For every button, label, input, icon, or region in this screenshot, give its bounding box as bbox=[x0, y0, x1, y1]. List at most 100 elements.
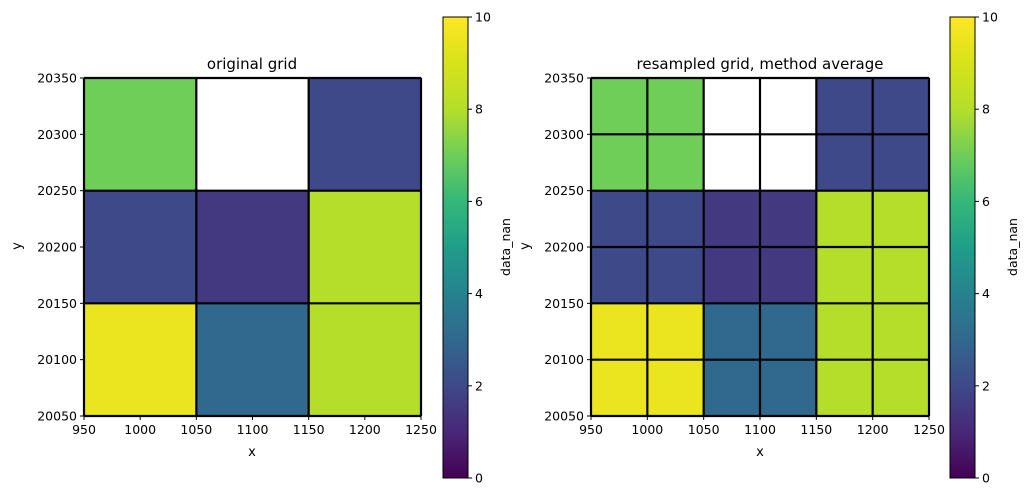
heatmap-cell bbox=[816, 190, 873, 247]
y-axis-label: y bbox=[518, 242, 533, 250]
colorbar-tick-label: 2 bbox=[982, 378, 990, 393]
heatmap-cell bbox=[703, 190, 760, 247]
heatmap-cell bbox=[84, 190, 197, 304]
heatmap-cell bbox=[591, 190, 648, 247]
resampled-grid-panel: resampled grid, method average 950 1000 10… bbox=[518, 10, 1020, 486]
y-axis-ticks: 20050 20100 20150 20200 20250 20300 20350 bbox=[544, 71, 591, 424]
heatmap-cells bbox=[591, 78, 929, 416]
heatmap-cell bbox=[872, 190, 929, 247]
heatmap-cell bbox=[872, 134, 929, 191]
heatmap-cell bbox=[703, 247, 760, 304]
heatmap-cell bbox=[84, 78, 197, 191]
heatmap-cells bbox=[84, 78, 421, 416]
heatmap-cell bbox=[591, 134, 648, 191]
y-tick-label: 20300 bbox=[544, 127, 584, 142]
heatmap-cell bbox=[703, 359, 760, 416]
chart-title: original grid bbox=[207, 55, 297, 73]
heatmap-cell bbox=[308, 78, 421, 191]
heatmap-cell bbox=[647, 134, 704, 191]
colorbar-tick-label: 6 bbox=[982, 194, 990, 209]
heatmap-cell bbox=[647, 247, 704, 304]
y-tick-label: 20100 bbox=[37, 352, 77, 367]
colorbar-tick-label: 4 bbox=[982, 286, 990, 301]
heatmap-cell bbox=[816, 247, 873, 304]
y-tick-label: 20150 bbox=[37, 296, 77, 311]
x-axis-ticks: 950 1000 1050 1100 1150 1200 1250 bbox=[72, 416, 437, 437]
heatmap-cell bbox=[703, 303, 760, 360]
heatmap-cell-nan bbox=[196, 78, 309, 191]
heatmap-cell bbox=[647, 303, 704, 360]
y-tick-label: 20350 bbox=[544, 71, 584, 86]
colorbar-tick-label: 0 bbox=[475, 471, 483, 486]
y-tick-label: 20150 bbox=[544, 296, 584, 311]
heatmap-cell-nan bbox=[760, 78, 817, 135]
heatmap-cell-nan bbox=[703, 134, 760, 191]
x-tick-label: 1050 bbox=[688, 422, 720, 437]
heatmap-cell bbox=[591, 247, 648, 304]
colorbar-tick-label: 2 bbox=[475, 378, 483, 393]
colorbar-tick-label: 8 bbox=[982, 102, 990, 117]
y-tick-label: 20250 bbox=[544, 183, 584, 198]
chart-title: resampled grid, method average bbox=[637, 55, 884, 73]
colorbar-tick-label: 6 bbox=[475, 194, 483, 209]
colorbar-tick-label: 0 bbox=[982, 471, 990, 486]
y-tick-label: 20200 bbox=[37, 240, 77, 255]
heatmap-cell bbox=[816, 303, 873, 360]
heatmap-cell bbox=[872, 359, 929, 416]
x-tick-label: 1050 bbox=[180, 422, 212, 437]
heatmap-cell bbox=[760, 359, 817, 416]
x-tick-label: 1150 bbox=[293, 422, 325, 437]
colorbar-gradient bbox=[949, 16, 976, 479]
colorbar-label: data_nan bbox=[498, 218, 513, 276]
heatmap-cell-nan bbox=[703, 78, 760, 135]
y-axis-ticks: 20050 20100 20150 20200 20250 20300 20350 bbox=[37, 71, 84, 424]
heatmap-cell bbox=[308, 303, 421, 416]
x-tick-label: 1200 bbox=[857, 422, 889, 437]
x-tick-label: 950 bbox=[579, 422, 603, 437]
heatmap-cell bbox=[647, 78, 704, 135]
heatmap-cell bbox=[196, 190, 309, 304]
y-axis-label: y bbox=[10, 242, 25, 250]
colorbar: 0 2 4 6 8 10 data_nan bbox=[949, 10, 1020, 486]
heatmap-cell bbox=[84, 303, 197, 416]
y-tick-label: 20100 bbox=[544, 352, 584, 367]
colorbar-gradient bbox=[442, 16, 469, 479]
heatmap-cell bbox=[760, 247, 817, 304]
x-tick-label: 1250 bbox=[405, 422, 437, 437]
x-tick-label: 1250 bbox=[913, 422, 945, 437]
heatmap-cell bbox=[816, 359, 873, 416]
colorbar-ticks: 0 2 4 6 8 10 bbox=[468, 10, 491, 486]
x-tick-label: 1100 bbox=[744, 422, 776, 437]
heatmap-cell bbox=[760, 190, 817, 247]
heatmap-cell bbox=[196, 303, 309, 416]
heatmap-cell bbox=[308, 190, 421, 304]
x-tick-label: 1000 bbox=[124, 422, 156, 437]
x-axis-label: x bbox=[248, 445, 256, 460]
y-tick-label: 20050 bbox=[37, 409, 77, 424]
x-axis-ticks: 950 1000 1050 1100 1150 1200 1250 bbox=[579, 416, 945, 437]
colorbar-tick-label: 10 bbox=[982, 10, 998, 25]
y-tick-label: 20050 bbox=[544, 409, 584, 424]
original-grid-panel: original grid 950 1000 1050 1100 1150 1200 125… bbox=[10, 10, 513, 486]
y-tick-label: 20350 bbox=[37, 71, 77, 86]
heatmap-cell bbox=[816, 78, 873, 135]
colorbar-label: data_nan bbox=[1005, 218, 1020, 276]
colorbar-tick-label: 4 bbox=[475, 286, 483, 301]
heatmap-cell bbox=[872, 78, 929, 135]
y-tick-label: 20250 bbox=[37, 183, 77, 198]
heatmap-cell bbox=[872, 247, 929, 304]
colorbar: 0 2 4 6 8 10 data_nan bbox=[442, 10, 513, 486]
colorbar-tick-label: 8 bbox=[475, 102, 483, 117]
x-tick-label: 950 bbox=[72, 422, 96, 437]
heatmap-cell bbox=[591, 359, 648, 416]
heatmap-cell bbox=[760, 303, 817, 360]
heatmap-cell bbox=[591, 78, 648, 135]
y-tick-label: 20200 bbox=[544, 240, 584, 255]
colorbar-tick-label: 10 bbox=[475, 10, 491, 25]
heatmap-cell-nan bbox=[760, 134, 817, 191]
y-tick-label: 20300 bbox=[37, 127, 77, 142]
heatmap-cell bbox=[647, 359, 704, 416]
heatmap-cell bbox=[591, 303, 648, 360]
heatmap-cell bbox=[872, 303, 929, 360]
